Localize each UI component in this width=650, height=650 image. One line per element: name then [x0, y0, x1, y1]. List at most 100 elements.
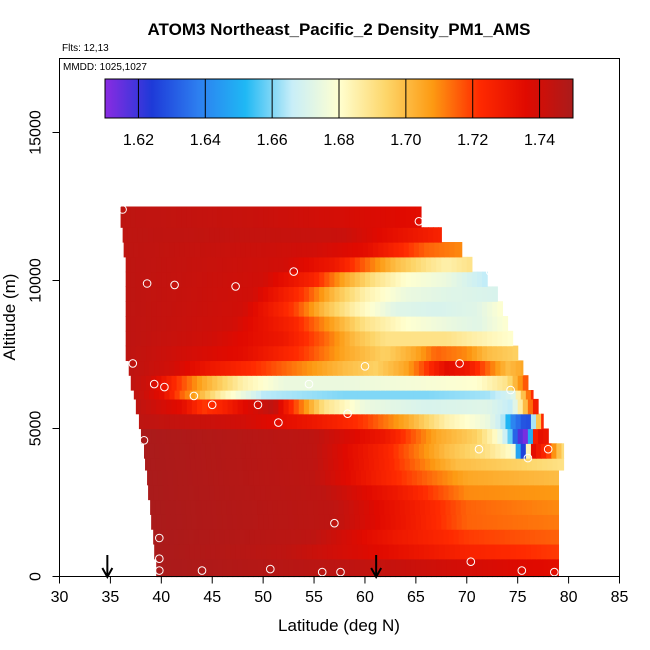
- heatmap-cell: [257, 499, 263, 515]
- heatmap-cell: [388, 360, 395, 376]
- heatmap-cell: [508, 469, 515, 486]
- heatmap-cell: [426, 398, 432, 415]
- heatmap-cell: [329, 514, 336, 530]
- heatmap-cell: [217, 345, 224, 362]
- heatmap-cell: [312, 360, 318, 376]
- heatmap-cell: [323, 458, 329, 471]
- heatmap-cell: [467, 469, 474, 486]
- heatmap-cell: [278, 330, 285, 347]
- heatmap-cell: [395, 330, 402, 347]
- heatmap-cell: [424, 413, 430, 430]
- heatmap-cell: [344, 514, 351, 530]
- heatmap-cell: [417, 484, 424, 501]
- heatmap-cell: [329, 286, 336, 302]
- heatmap-cell: [288, 206, 295, 228]
- heatmap-cell: [298, 206, 305, 228]
- heatmap-cell: [196, 256, 203, 273]
- heatmap-cell: [456, 286, 463, 302]
- heatmap-cell: [372, 529, 378, 545]
- heatmap-cell: [212, 286, 218, 302]
- heatmap-cell: [375, 330, 381, 347]
- heatmap-cell: [392, 227, 399, 243]
- heatmap-cell: [234, 227, 241, 243]
- heatmap-cell: [287, 499, 294, 515]
- heatmap-cell: [462, 469, 469, 486]
- heatmap-cell: [485, 360, 491, 376]
- heatmap-cell: [439, 443, 445, 459]
- heatmap-cell: [507, 514, 514, 530]
- heatmap-cell: [140, 286, 147, 302]
- heatmap-cell: [466, 558, 473, 578]
- heatmap-cell: [439, 242, 445, 258]
- heatmap-cell: [403, 390, 410, 400]
- heatmap-cell: [308, 206, 315, 228]
- heatmap-cell: [308, 271, 315, 288]
- heatmap-cell: [482, 316, 488, 332]
- heatmap-cell: [426, 256, 432, 273]
- heatmap-cell: [375, 375, 381, 391]
- heatmap-cell: [370, 206, 376, 228]
- heatmap-cell: [395, 428, 402, 444]
- heatmap-cell: [239, 227, 246, 243]
- heatmap-cell: [180, 458, 187, 471]
- heatmap-cell: [245, 242, 252, 258]
- heatmap-cell: [176, 316, 183, 332]
- x-tick-label: 65: [407, 589, 425, 606]
- heatmap-cell: [512, 558, 519, 578]
- heatmap-cell: [144, 242, 150, 258]
- heatmap-cell: [434, 390, 440, 400]
- heatmap-cell: [442, 469, 449, 486]
- heatmap-cell: [146, 301, 152, 317]
- heatmap-cell: [410, 316, 417, 332]
- heatmap-cell: [426, 271, 432, 288]
- heatmap-cell: [222, 271, 229, 288]
- heatmap-cell: [417, 529, 424, 545]
- heatmap-cell: [349, 256, 356, 273]
- heatmap-cell: [342, 242, 349, 258]
- heatmap-cell: [281, 242, 288, 258]
- heatmap-cell: [125, 206, 132, 228]
- heatmap-cell: [510, 443, 517, 459]
- heatmap-cell: [142, 227, 149, 243]
- heatmap-cell: [225, 413, 232, 430]
- heatmap-cell: [171, 558, 178, 578]
- heatmap-cell: [224, 484, 231, 501]
- heatmap-cell: [232, 345, 239, 362]
- heatmap-cell: [227, 271, 234, 288]
- heatmap-cell: [200, 390, 206, 400]
- heatmap-cell: [347, 360, 354, 376]
- heatmap-cell: [293, 256, 300, 273]
- heatmap-cell: [364, 301, 371, 317]
- heatmap-cell: [273, 316, 280, 332]
- heatmap-cell: [357, 242, 364, 258]
- sample-point: [189, 391, 199, 401]
- heatmap-cell: [448, 484, 455, 501]
- heatmap-cell: [291, 543, 298, 560]
- heatmap-cell: [298, 301, 305, 317]
- heatmap-cell: [191, 206, 198, 228]
- heatmap-cell: [469, 543, 476, 560]
- heatmap-cell: [226, 458, 233, 471]
- heatmap-cell: [318, 499, 324, 515]
- heatmap-cell: [485, 390, 491, 400]
- heatmap-cell: [166, 286, 173, 302]
- heatmap-cell: [441, 256, 448, 273]
- heatmap-cell: [217, 316, 224, 332]
- heatmap-cell: [186, 345, 193, 362]
- heatmap-cell: [333, 458, 340, 471]
- heatmap-cell: [496, 458, 502, 471]
- heatmap-cell: [419, 458, 426, 471]
- heatmap-cell: [427, 469, 433, 486]
- heatmap-cell: [490, 543, 496, 560]
- heatmap-cell: [278, 256, 285, 273]
- heatmap-cell: [378, 360, 384, 376]
- heatmap-cell: [222, 286, 229, 302]
- heatmap-cell: [317, 242, 323, 258]
- heatmap-cell: [171, 301, 178, 317]
- heatmap-cell: [130, 301, 137, 317]
- heatmap-cell: [196, 398, 203, 415]
- heatmap-cell: [270, 227, 276, 243]
- heatmap-cell: [466, 428, 473, 444]
- heatmap-cell: [227, 286, 234, 302]
